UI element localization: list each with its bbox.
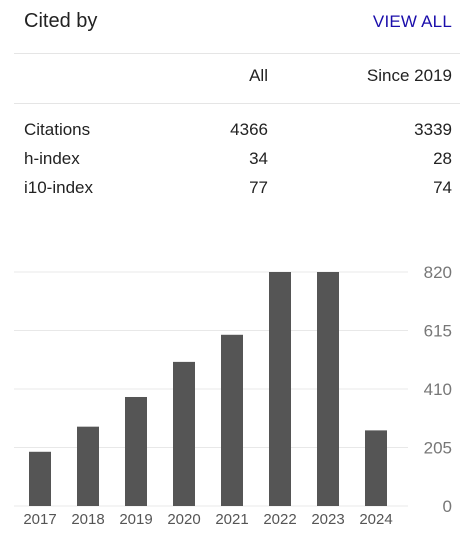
stat-label: h-index — [24, 149, 80, 168]
stat-all-value: 34 — [249, 149, 268, 168]
bar-2024[interactable] — [365, 430, 387, 506]
y-tick-label: 0 — [443, 497, 452, 516]
column-header-since: Since 2019 — [366, 66, 452, 85]
header-divider — [14, 53, 460, 54]
y-tick-label: 615 — [424, 322, 452, 341]
stat-all-value: 77 — [249, 178, 268, 197]
stat-since-value: 28 — [433, 149, 452, 168]
stats-header-row: All Since 2019 — [0, 66, 474, 90]
x-tick-label: 2018 — [71, 511, 104, 528]
cited-by-header: Cited by VIEW ALL — [24, 8, 452, 48]
citations-per-year-chart: 0 205 410 615 820 2017 2018 2019 2020 2021 2022 202… — [14, 263, 452, 528]
column-header-all: All — [249, 66, 268, 85]
stats-row-i10-index: i10-index 77 74 — [0, 178, 474, 202]
bar-2020[interactable] — [173, 361, 195, 506]
stats-header-divider — [14, 103, 460, 104]
x-tick-label: 2019 — [119, 511, 152, 528]
bar-2022[interactable] — [269, 272, 291, 506]
bar-2021[interactable] — [221, 334, 243, 506]
bar-2017[interactable] — [29, 451, 51, 506]
stat-since-value: 3339 — [414, 120, 452, 139]
x-tick-label: 2020 — [167, 511, 200, 528]
stats-row-citations: Citations 4366 3339 — [0, 120, 474, 144]
x-tick-label: 2017 — [23, 511, 56, 528]
bar-2019[interactable] — [125, 396, 147, 506]
x-tick-label: 2023 — [311, 511, 344, 528]
x-tick-label: 2022 — [263, 511, 296, 528]
y-tick-label: 820 — [424, 263, 452, 282]
view-all-link[interactable]: VIEW ALL — [372, 12, 452, 31]
stat-label: i10-index — [24, 178, 93, 197]
bar-2023[interactable] — [317, 272, 339, 506]
y-tick-label: 205 — [424, 439, 452, 458]
stat-since-value: 74 — [433, 178, 452, 197]
stat-all-value: 4366 — [230, 120, 268, 139]
stats-row-h-index: h-index 34 28 — [0, 149, 474, 173]
cited-by-title: Cited by — [24, 10, 98, 32]
bar-2018[interactable] — [77, 426, 99, 506]
x-tick-label: 2024 — [359, 511, 392, 528]
stat-label: Citations — [24, 120, 91, 139]
y-tick-label: 410 — [424, 380, 452, 399]
x-tick-label: 2021 — [215, 511, 248, 528]
